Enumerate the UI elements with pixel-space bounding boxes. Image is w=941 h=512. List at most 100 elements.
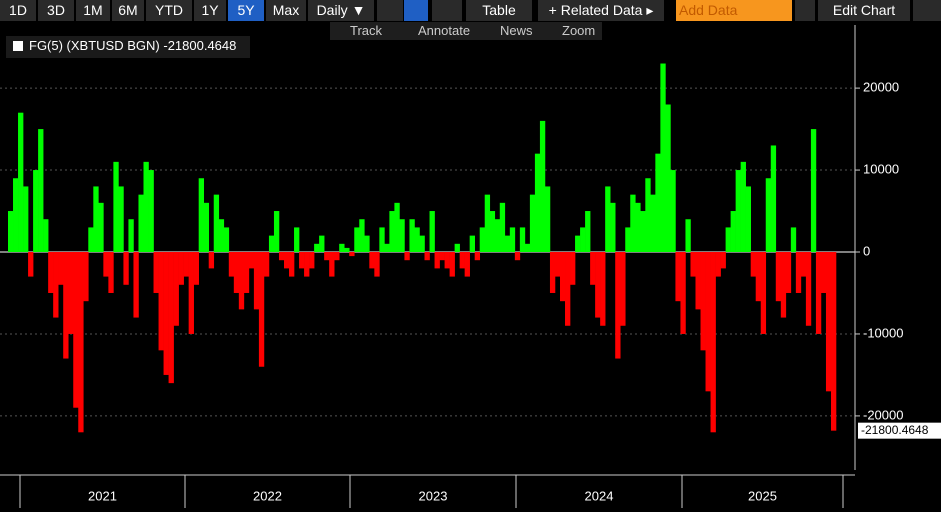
bar — [740, 161, 746, 253]
bar — [630, 194, 636, 253]
bar — [178, 252, 184, 285]
bar — [700, 252, 706, 351]
bar — [650, 194, 656, 253]
bar — [790, 227, 797, 253]
bar — [745, 186, 751, 253]
range-button[interactable]: 5Y — [228, 0, 264, 21]
bar — [379, 227, 385, 253]
bar — [289, 252, 295, 277]
bar — [404, 252, 410, 261]
bar — [278, 252, 285, 261]
subtoolbar-item[interactable]: Zoom — [562, 23, 596, 38]
bar — [610, 202, 616, 253]
bar — [785, 252, 792, 293]
x-tick-label: 2024 — [585, 488, 614, 503]
bar — [765, 178, 772, 253]
frequency-button[interactable]: Daily ▼ — [308, 0, 374, 21]
bar — [329, 252, 335, 277]
bar — [108, 252, 114, 293]
settings-button[interactable] — [913, 0, 941, 21]
bar — [655, 153, 661, 253]
bar — [409, 219, 415, 253]
bar — [640, 211, 646, 253]
bar — [695, 252, 701, 310]
bar — [98, 202, 104, 253]
bar — [755, 252, 762, 302]
subtoolbar-item[interactable]: Annotate — [418, 23, 471, 38]
bar — [815, 252, 822, 334]
x-tick-label: 2025 — [748, 488, 777, 503]
legend-label: FG(5) (XBTUSD BGN) -21800.4648 — [29, 38, 236, 53]
bar — [23, 186, 29, 253]
bar — [228, 252, 235, 277]
bar — [770, 145, 777, 253]
bar — [268, 235, 275, 253]
range-button[interactable]: 1M — [76, 0, 110, 21]
chart-type-button[interactable] — [377, 0, 403, 21]
bar — [780, 252, 787, 318]
bar — [384, 243, 390, 253]
bar — [434, 252, 440, 269]
bar — [88, 227, 94, 253]
y-tick-label: 10000 — [863, 161, 899, 176]
subtoolbar-item[interactable]: News — [500, 23, 533, 38]
bar — [539, 120, 546, 253]
bar — [414, 227, 420, 253]
dropdown-button[interactable] — [432, 0, 462, 21]
bar — [605, 186, 611, 253]
last-value-box — [858, 422, 941, 439]
bar — [524, 243, 531, 253]
collapse-button[interactable] — [795, 0, 815, 21]
range-button[interactable]: Max — [266, 0, 306, 21]
bar — [615, 252, 621, 359]
bar — [479, 227, 486, 253]
bar — [128, 219, 134, 253]
bar — [168, 252, 174, 384]
bar — [284, 252, 290, 269]
bar — [825, 252, 832, 392]
chart-style-button[interactable] — [404, 0, 428, 21]
bar — [810, 129, 817, 253]
bar — [359, 219, 365, 253]
bar — [248, 252, 255, 269]
bar — [499, 202, 506, 253]
bar — [324, 252, 330, 261]
bar — [223, 227, 230, 253]
bar — [800, 252, 807, 277]
range-button[interactable]: 3D — [38, 0, 74, 21]
x-tick-label: 2021 — [88, 488, 117, 503]
bar — [570, 252, 576, 285]
bar — [349, 252, 355, 257]
related-data-button[interactable]: + Related Data ▸ — [538, 0, 664, 21]
bar — [253, 252, 260, 310]
bar — [258, 252, 265, 367]
x-tick-label: 2022 — [253, 488, 282, 503]
bar — [374, 252, 380, 277]
bar — [830, 252, 837, 431]
subtoolbar-item[interactable]: Track — [350, 23, 383, 38]
range-button[interactable]: YTD — [146, 0, 192, 21]
bar — [429, 211, 435, 253]
bar — [474, 252, 481, 261]
bar — [665, 104, 671, 253]
bar — [309, 252, 315, 269]
bar — [113, 161, 119, 253]
legend-value: -21800.4648 — [163, 38, 236, 53]
bar — [439, 252, 445, 261]
bar — [494, 219, 501, 253]
table-button[interactable]: Table — [466, 0, 532, 21]
bar — [449, 252, 455, 277]
bar — [28, 252, 34, 277]
range-button[interactable]: 1Y — [194, 0, 226, 21]
add-data-input[interactable]: Add Data — [676, 0, 792, 21]
range-button[interactable]: 6M — [112, 0, 144, 21]
range-button[interactable]: 1D — [0, 0, 36, 21]
bar — [560, 252, 566, 302]
bar — [454, 243, 460, 253]
bar — [233, 252, 240, 293]
bar — [504, 235, 511, 253]
bar — [685, 219, 691, 253]
y-tick-label: -20000 — [863, 407, 903, 422]
bar — [153, 252, 159, 293]
edit-chart-button[interactable]: Edit Chart — [818, 0, 910, 21]
